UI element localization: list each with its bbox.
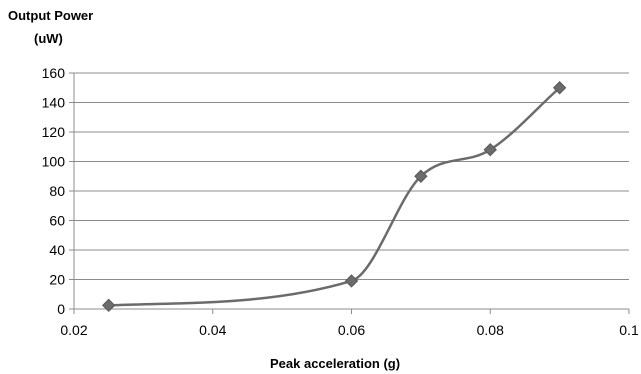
x-tick-label-1: 0.04 xyxy=(199,322,226,338)
y-tick-label-7: 140 xyxy=(42,95,66,111)
data-point-4 xyxy=(552,81,567,95)
series-line-0 xyxy=(108,86,561,307)
y-tick-label-5: 100 xyxy=(42,154,66,170)
y-tick-label-3: 60 xyxy=(49,213,65,229)
data-point-2 xyxy=(414,169,428,183)
data-point-3 xyxy=(483,142,497,157)
x-tick-label-3: 0.08 xyxy=(477,322,504,338)
x-tick-label-0: 0.02 xyxy=(60,322,87,338)
data-point-1 xyxy=(344,274,359,288)
x-tick-label-4: 0.1 xyxy=(619,322,639,338)
y-tick-label-8: 160 xyxy=(42,65,66,81)
y-axis-label-line-1: Output Power xyxy=(8,8,94,23)
data-point-0 xyxy=(101,298,116,313)
y-tick-label-1: 20 xyxy=(49,272,65,288)
y-tick-label-0: 0 xyxy=(57,301,65,317)
y-tick-label-2: 40 xyxy=(49,242,65,258)
y-tick-label-6: 120 xyxy=(42,124,66,140)
x-axis-label: Peak acceleration (g) xyxy=(270,356,401,371)
y-axis-label-line-2: (uW) xyxy=(34,31,63,46)
x-tick-label-2: 0.06 xyxy=(338,322,365,338)
y-tick-label-4: 80 xyxy=(49,183,65,199)
